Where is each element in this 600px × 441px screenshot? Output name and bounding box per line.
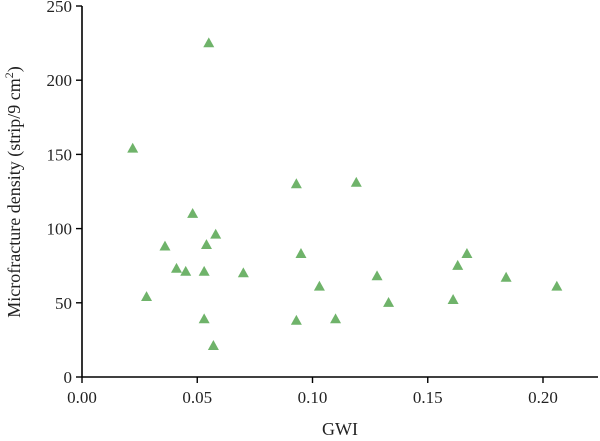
y-axis-title: Microfracture density (strip/9 cm2) [2,66,25,317]
y-tick-label: 100 [47,220,73,239]
y-axis-title-superscript: 2 [2,72,16,78]
y-tick-label: 250 [47,0,73,16]
data-point [198,313,210,324]
data-point [447,294,459,304]
data-point [171,262,183,273]
data-point [200,239,212,250]
x-axis-title: GWI [322,419,358,439]
data-point [313,280,325,291]
data-point [383,297,395,307]
x-tick-label: 0.20 [528,388,558,407]
data-point [187,207,199,218]
y-axis-title-end: ) [4,66,25,72]
data-point [350,176,362,187]
y-ticks-layer: 0 50 100 150 200 250 [47,0,82,387]
data-point [551,280,563,291]
data-point [500,271,512,282]
data-point [237,267,249,278]
data-point [180,265,192,276]
data-point [127,142,139,153]
points-layer [127,37,563,350]
x-tick-label: 0.05 [182,388,212,407]
data-point [371,270,383,281]
data-point [210,228,222,239]
data-point [203,37,215,48]
x-ticks-layer: 0.00 0.05 0.10 0.15 0.20 [67,377,558,407]
data-point [461,248,473,258]
data-point [290,178,302,189]
data-point [141,291,153,301]
x-tick-label: 0.00 [67,388,97,407]
data-point [290,314,302,325]
data-point [330,313,342,324]
data-point [198,265,210,276]
y-tick-label: 150 [47,145,73,164]
data-point [452,259,464,270]
x-tick-label: 0.10 [298,388,328,407]
y-tick-label: 200 [47,71,73,90]
data-point [159,240,171,251]
y-tick-label: 0 [64,368,73,387]
y-axis-title-main: Microfracture density (strip/9 cm [4,78,25,317]
x-tick-label: 0.15 [413,388,443,407]
axes-layer [81,6,598,378]
data-point [295,248,307,258]
data-point [207,340,219,350]
y-tick-label: 50 [55,294,72,313]
